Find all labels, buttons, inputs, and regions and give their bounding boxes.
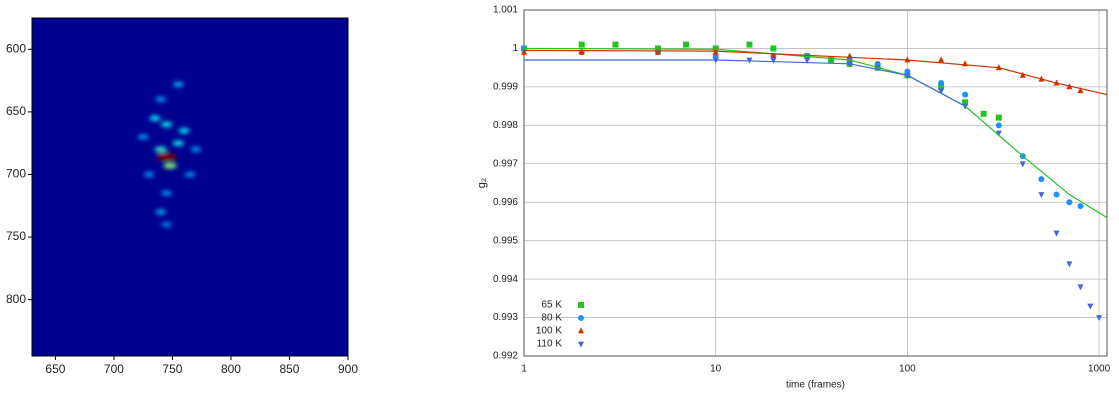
legend-label: 100 K xyxy=(536,326,562,337)
x-tick-label: 650 xyxy=(45,362,65,376)
intensity-spot xyxy=(161,122,173,127)
legend-marker xyxy=(578,302,584,308)
intensity-spot xyxy=(155,210,166,215)
figure: 650 700 750 800 850 900 600 650 700 750 800 0.992 0.… xyxy=(0,0,1119,400)
legend-marker xyxy=(578,327,584,333)
legend-label: 80 K xyxy=(541,313,562,324)
intensity-spot xyxy=(173,82,184,87)
x-tick-label: 100 xyxy=(899,364,916,375)
data-point xyxy=(1038,192,1044,198)
intensity-spot xyxy=(156,97,166,102)
intensity-spot xyxy=(149,116,160,121)
legend-marker xyxy=(578,315,584,321)
data-point xyxy=(1020,161,1026,167)
data-point xyxy=(1077,203,1083,209)
y-axis-label: g₂ xyxy=(476,178,488,188)
y-tick-label: 0.996 xyxy=(493,197,518,208)
intensity-spot xyxy=(162,222,172,227)
data-point xyxy=(579,42,585,48)
legend-label: 65 K xyxy=(541,300,562,311)
data-point xyxy=(770,45,776,51)
x-tick-label: 850 xyxy=(279,362,299,376)
y-tick-label: 800 xyxy=(6,292,26,306)
y-tick-label: 0.998 xyxy=(493,120,518,131)
y-tick-label: 0.997 xyxy=(493,158,518,169)
intensity-spot xyxy=(157,153,177,161)
x-tick-label: 900 xyxy=(338,362,358,376)
intensity-spot xyxy=(161,191,171,196)
data-point xyxy=(683,42,689,48)
y-tick-label: 700 xyxy=(6,167,26,181)
data-point xyxy=(612,42,618,48)
y-tick-label: 750 xyxy=(6,229,26,243)
y-tick-label: 0.993 xyxy=(493,312,518,323)
data-point xyxy=(1066,199,1072,205)
data-point xyxy=(1066,261,1072,267)
data-point xyxy=(1038,176,1044,182)
intensity-spot xyxy=(185,172,195,177)
x-tick-label: 750 xyxy=(162,362,182,376)
y-tick-label: 0.999 xyxy=(493,82,518,93)
data-point xyxy=(981,111,987,117)
intensity-spot xyxy=(144,172,154,177)
y-tick-label: 650 xyxy=(6,104,26,118)
data-point xyxy=(770,58,776,64)
y-tick-label: 0.994 xyxy=(493,274,518,285)
x-axis-label: time (frames) xyxy=(786,380,845,391)
legend-marker xyxy=(578,342,584,348)
x-tick-label: 10 xyxy=(710,364,722,375)
data-point xyxy=(1054,231,1060,237)
data-point xyxy=(938,80,944,86)
data-point xyxy=(1096,315,1102,321)
intensity-spot xyxy=(155,147,167,152)
intensity-spot xyxy=(178,128,189,133)
data-point xyxy=(1077,284,1083,290)
data-point xyxy=(1087,304,1093,310)
intensity-spot xyxy=(138,135,148,140)
heatmap-background xyxy=(32,18,348,356)
plot-frame xyxy=(524,10,1107,356)
y-tick-label: 0.995 xyxy=(493,235,518,246)
fit-line xyxy=(524,60,965,106)
data-point xyxy=(996,122,1002,128)
intensity-spot xyxy=(172,141,184,146)
y-tick-label: 600 xyxy=(6,41,26,55)
x-tick-label: 1000 xyxy=(1088,364,1111,375)
legend-label: 110 K xyxy=(537,339,563,350)
data-point xyxy=(938,56,944,62)
x-tick-label: 1 xyxy=(521,364,527,375)
intensity-spot xyxy=(191,147,201,152)
x-tick-label: 700 xyxy=(104,362,124,376)
x-tick-label: 800 xyxy=(221,362,241,376)
intensity-spot xyxy=(163,163,176,169)
data-point xyxy=(1054,192,1060,198)
page: 650 700 750 800 850 900 600 650 700 750 800 0.992 0.… xyxy=(0,0,1119,400)
data-point xyxy=(746,42,752,48)
y-tick-label: 1.001 xyxy=(493,5,518,16)
y-tick-label: 0.992 xyxy=(493,351,518,362)
data-point xyxy=(996,115,1002,121)
data-point xyxy=(962,92,968,98)
fit-line xyxy=(524,48,1107,217)
y-tick-label: 1 xyxy=(512,43,518,54)
